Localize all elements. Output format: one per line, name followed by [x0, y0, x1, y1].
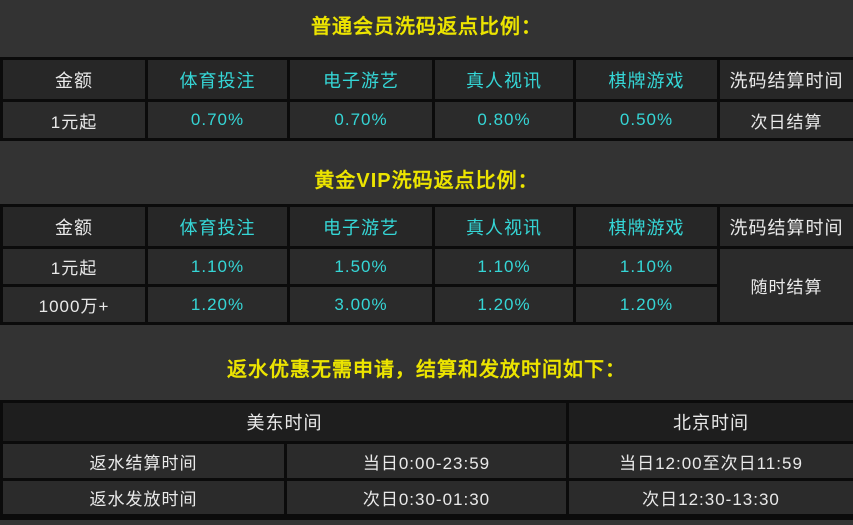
col-header-card-games: 棋牌游戏: [573, 57, 720, 102]
eastern-time-cell: 次日0:30-01:30: [284, 478, 569, 520]
table-row: 1元起 0.70% 0.70% 0.80% 0.50% 次日结算: [0, 99, 853, 141]
table-row: 1000万+ 1.20% 3.00% 1.20% 1.20%: [0, 284, 853, 325]
table-header-row: 金额 体育投注 电子游艺 真人视讯 棋牌游戏 洗码结算时间: [0, 204, 853, 249]
eastern-time-cell: 当日0:00-23:59: [284, 441, 569, 481]
cashback-schedule-section-title: 返水优惠无需申请，结算和发放时间如下：: [227, 359, 626, 381]
col-header-sports-betting: 体育投注: [145, 204, 290, 249]
col-header-live-casino: 真人视讯: [432, 57, 576, 102]
table-row: 返水结算时间 当日0:00-23:59 当日12:00至次日11:59: [0, 441, 853, 481]
beijing-time-cell: 当日12:00至次日11:59: [566, 441, 853, 481]
table-row: 1元起 1.10% 1.50% 1.10% 1.10% 随时结算: [0, 246, 853, 325]
rate-cell-sports: 0.70%: [145, 99, 290, 141]
table-header-row: 美东时间 北京时间: [0, 400, 853, 444]
rate-cell-sports: 1.20%: [145, 284, 290, 325]
row-label-settlement-time: 返水结算时间: [0, 441, 287, 481]
rate-cell-egames: 3.00%: [287, 284, 435, 325]
col-header-settlement-time: 洗码结算时间: [717, 57, 853, 102]
row-label-payout-time: 返水发放时间: [0, 478, 287, 520]
rate-cell-egames: 1.50%: [287, 246, 435, 287]
col-header-electronic-games: 电子游艺: [287, 204, 435, 249]
rate-cell-cards: 0.50%: [573, 99, 720, 141]
regular-member-section-title: 普通会员洗码返点比例：: [311, 16, 542, 38]
rate-cell-sports: 1.10%: [145, 246, 290, 287]
gold-vip-rebate-table: 金额 体育投注 电子游艺 真人视讯 棋牌游戏 洗码结算时间 1元起 1.10% …: [0, 204, 853, 325]
table-row: 返水发放时间 次日0:30-01:30 次日12:30-13:30: [0, 478, 853, 520]
rate-cell-cards: 1.20%: [573, 284, 720, 325]
amount-cell: 1元起: [0, 99, 148, 141]
amount-cell: 1元起: [0, 246, 148, 287]
cashback-schedule-table: 美东时间 北京时间 返水结算时间 当日0:00-23:59 当日12:00至次日…: [0, 400, 853, 520]
regular-member-rebate-table: 金额 体育投注 电子游艺 真人视讯 棋牌游戏 洗码结算时间 1元起 0.70% …: [0, 57, 853, 141]
gold-vip-section-title: 黄金VIP洗码返点比例：: [314, 170, 539, 192]
col-header-live-casino: 真人视讯: [432, 204, 576, 249]
rate-cell-live: 1.20%: [432, 284, 576, 325]
rate-cell-egames: 0.70%: [287, 99, 435, 141]
col-header-card-games: 棋牌游戏: [573, 204, 720, 249]
col-header-sports-betting: 体育投注: [145, 57, 290, 102]
col-header-us-eastern-time: 美东时间: [0, 400, 569, 444]
col-header-amount: 金额: [0, 204, 148, 249]
rate-cell-live: 0.80%: [432, 99, 576, 141]
amount-cell: 1000万+: [0, 284, 148, 325]
col-header-settlement-time: 洗码结算时间: [717, 204, 853, 249]
settlement-cell: 随时结算: [717, 246, 853, 325]
table-header-row: 金额 体育投注 电子游艺 真人视讯 棋牌游戏 洗码结算时间: [0, 57, 853, 102]
rate-cell-cards: 1.10%: [573, 246, 720, 287]
beijing-time-cell: 次日12:30-13:30: [566, 478, 853, 520]
col-header-electronic-games: 电子游艺: [287, 57, 435, 102]
rate-cell-live: 1.10%: [432, 246, 576, 287]
col-header-amount: 金额: [0, 57, 148, 102]
col-header-beijing-time: 北京时间: [566, 400, 853, 444]
settlement-cell: 次日结算: [717, 99, 853, 141]
